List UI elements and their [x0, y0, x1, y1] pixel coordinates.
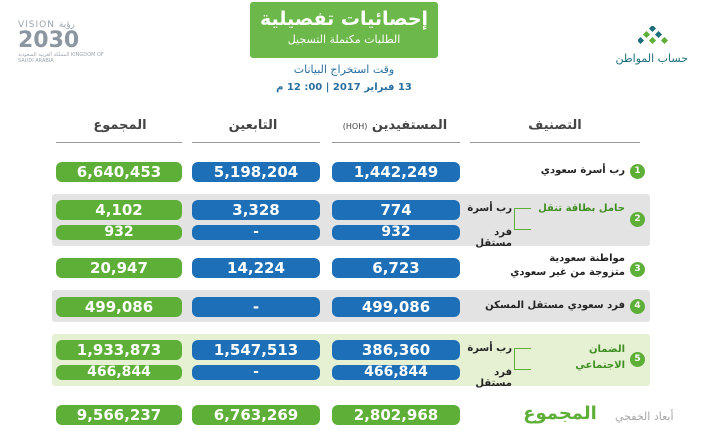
row3-beneficiaries: 6,723: [332, 258, 460, 278]
row2-sub2-total: 932: [56, 225, 182, 240]
row4-beneficiaries: 499,086: [332, 297, 460, 317]
vision-line1: VISION رؤية: [18, 20, 75, 30]
row3-label-line2: متزوجة من غير سعودي: [510, 267, 625, 278]
row5-sub2-beneficiaries: 466,844: [332, 365, 460, 380]
row4-number: 4: [630, 299, 645, 314]
row5-label-line1: الضمان: [588, 344, 625, 355]
row2-main-label: حامل بطاقة تنقل: [538, 203, 625, 214]
header-banner: إحصائيات تفصيلية الطلبات مكتملة التسجيل: [250, 2, 438, 58]
row5-connector: [514, 348, 531, 370]
header-divider: [56, 142, 182, 143]
row5-sub1-total: 1,933,873: [56, 340, 182, 360]
row1-total: 6,640,453: [56, 162, 182, 182]
row1-beneficiaries: 1,442,249: [332, 162, 460, 182]
row2-connector: [514, 208, 531, 230]
row1-dependents: 5,198,204: [192, 162, 320, 182]
row5-sub2-dependents: -: [192, 365, 320, 380]
column-header-beneficiaries: المستفيدين (HOH): [330, 118, 460, 133]
grand-total-label: المجموع: [523, 403, 597, 424]
row3-total: 20,947: [56, 258, 182, 278]
header-divider: [192, 142, 320, 143]
vision-line2: 2030: [18, 28, 80, 53]
row2-sub1-total: 4,102: [56, 200, 182, 220]
row1-number: 1: [630, 164, 645, 179]
page-title: إحصائيات تفصيلية: [259, 8, 429, 30]
row4-total: 499,086: [56, 297, 182, 317]
row2-sub1-dependents: 3,328: [192, 200, 320, 220]
watermark: أبعاد الخفجي: [615, 410, 674, 423]
extract-time-label: وقت استخراج البيانات: [293, 63, 395, 76]
row2-sub2-dependents: -: [192, 225, 320, 240]
diamond-logo-icon: [638, 26, 668, 45]
column-header-classification: التصنيف: [528, 118, 582, 133]
row2-sub1-beneficiaries: 774: [332, 200, 460, 220]
row2-sub1-label: رب أسرة: [467, 203, 512, 214]
row2-sub2-label: فرد مستقل: [475, 227, 512, 249]
grand-total-beneficiaries: 2,802,968: [332, 405, 460, 425]
extract-date: 13 فبراير 2017 | 00: 12 م: [276, 82, 412, 93]
row4-label: فرد سعودي مستقل المسكن: [485, 300, 625, 311]
row2-sub2-beneficiaries: 932: [332, 225, 460, 240]
grand-total-dependents: 6,763,269: [192, 405, 320, 425]
row1-label: رب أسرة سعودي: [540, 165, 625, 176]
header-divider: [332, 142, 460, 143]
row3-label-line1: مواطنة سعودية: [549, 253, 625, 264]
citizen-account-logo: حساب المواطن: [608, 26, 688, 65]
grand-total: 9,566,237: [56, 405, 182, 425]
vision-line3: المملكة العربية السعودية KINGDOM OF SAUD…: [18, 52, 104, 64]
row5-sub1-beneficiaries: 386,360: [332, 340, 460, 360]
row5-sub1-label: رب أسرة: [467, 343, 512, 354]
row5-label-line2: الاجتماعي: [575, 360, 625, 371]
header-divider: [470, 142, 640, 143]
row5-sub2-label: فرد مستقل: [475, 367, 512, 389]
column-header-total: المجموع: [93, 118, 147, 133]
row5-sub1-dependents: 1,547,513: [192, 340, 320, 360]
page-subtitle: الطلبات مكتملة التسجيل: [287, 33, 401, 46]
citizen-account-name: حساب المواطن: [615, 52, 688, 65]
column-header-dependents: التابعين: [228, 118, 278, 133]
beneficiaries-header-label: المستفيدين: [371, 118, 448, 133]
row4-dependents: -: [192, 297, 320, 317]
vision-2030-logo: VISION رؤية 2030 المملكة العربية السعودي…: [18, 20, 108, 64]
row2-number: 2: [630, 212, 645, 227]
row3-dependents: 14,224: [192, 258, 320, 278]
row5-number: 5: [630, 352, 645, 367]
row3-number: 3: [630, 262, 645, 277]
row5-sub2-total: 466,844: [56, 365, 182, 380]
hoh-label: (HOH): [342, 122, 368, 131]
